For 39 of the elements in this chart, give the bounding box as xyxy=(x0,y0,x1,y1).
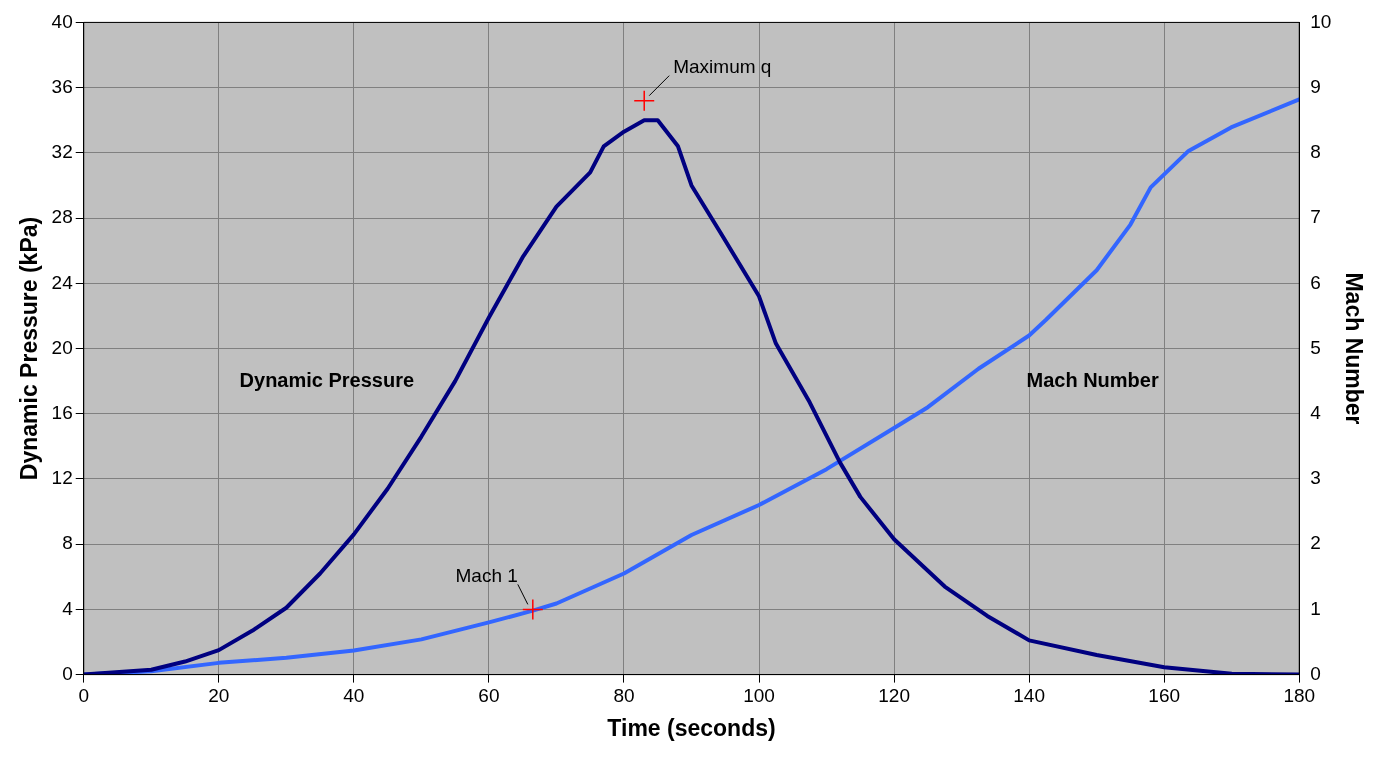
y-tick-label: 40 xyxy=(51,10,73,32)
x-tick-label: 40 xyxy=(343,685,365,707)
y2-tick-label: 9 xyxy=(1310,75,1321,97)
y-tick-label: 8 xyxy=(62,532,73,554)
y2-tick-label: 1 xyxy=(1310,597,1321,619)
series-label: Mach Number xyxy=(1026,368,1159,391)
y-tick-label: 28 xyxy=(51,206,73,228)
y2-tick-label: 0 xyxy=(1310,662,1321,684)
y2-tick-label: 2 xyxy=(1310,532,1321,554)
series-label: Dynamic Pressure xyxy=(239,368,415,391)
annotation: Mach 1 xyxy=(455,565,518,587)
y2-tick-label: 3 xyxy=(1310,467,1321,489)
x-tick-label: 80 xyxy=(613,685,635,707)
y2-tick-label: 10 xyxy=(1310,10,1332,32)
x-axis-title: Time (seconds) xyxy=(607,714,776,741)
y2-tick-label: 6 xyxy=(1310,271,1321,293)
y2-axis-title: Mach Number xyxy=(1340,272,1367,425)
y-axis-title: Dynamic Pressure (kPa) xyxy=(16,216,43,481)
y-tick-label: 20 xyxy=(51,336,73,358)
y-tick-label: 32 xyxy=(51,141,73,163)
y-tick-label: 16 xyxy=(51,401,73,423)
x-tick-label: 0 xyxy=(78,685,90,707)
y-tick-label: 12 xyxy=(51,467,73,489)
y-tick-label: 24 xyxy=(51,271,74,293)
y2-tick-label: 8 xyxy=(1310,141,1321,163)
y-tick-label: 4 xyxy=(62,597,74,619)
y-tick-label: 0 xyxy=(62,662,73,684)
x-tick-label: 160 xyxy=(1148,685,1181,707)
x-tick-label: 100 xyxy=(743,685,775,707)
y2-tick-label: 4 xyxy=(1310,401,1322,423)
x-tick-label: 120 xyxy=(878,685,910,707)
x-tick-label: 180 xyxy=(1283,685,1316,707)
y2-tick-label: 7 xyxy=(1310,206,1321,228)
y2-tick-label: 5 xyxy=(1310,336,1321,358)
y-tick-label: 36 xyxy=(51,75,73,97)
x-tick-label: 140 xyxy=(1013,685,1045,707)
x-tick-label: 20 xyxy=(208,685,230,707)
annotation: Maximum q xyxy=(673,56,772,78)
x-tick-label: 60 xyxy=(478,685,500,707)
